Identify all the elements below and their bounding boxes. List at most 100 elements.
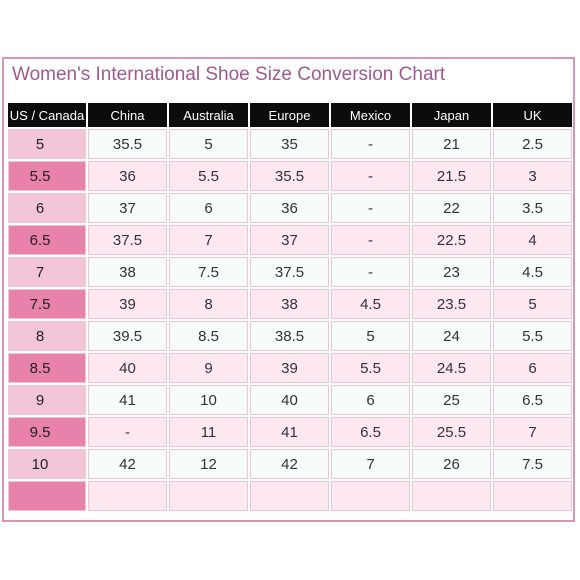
cell-europe: 36 (250, 193, 329, 223)
empty-row (8, 481, 572, 511)
cell-uk: 6.5 (493, 385, 572, 415)
empty-cell (331, 481, 410, 511)
table-row: 9 41 10 40 6 25 6.5 (8, 385, 572, 415)
cell-uk: 2.5 (493, 129, 572, 159)
cell-mexico: - (331, 193, 410, 223)
cell-china: 42 (88, 449, 167, 479)
cell-us-canada: 6.5 (8, 225, 86, 255)
cell-japan: 22.5 (412, 225, 491, 255)
cell-mexico: 5 (331, 321, 410, 351)
cell-australia: 12 (169, 449, 248, 479)
cell-japan: 24 (412, 321, 491, 351)
cell-japan: 23.5 (412, 289, 491, 319)
cell-australia: 7.5 (169, 257, 248, 287)
cell-china: 41 (88, 385, 167, 415)
table-row: 5.5 36 5.5 35.5-21.5 3 (8, 161, 572, 191)
column-header-china: China (88, 103, 167, 127)
cell-china: 37.5 (88, 225, 167, 255)
cell-mexico: 6 (331, 385, 410, 415)
column-header-australia: Australia (169, 103, 248, 127)
cell-europe: 38.5 (250, 321, 329, 351)
empty-cell (493, 481, 572, 511)
table-row: 5 35.5 5 35-21 2.5 (8, 129, 572, 159)
column-header-mexico: Mexico (331, 103, 410, 127)
cell-us-canada: 5 (8, 129, 86, 159)
cell-mexico: 6.5 (331, 417, 410, 447)
cell-china: 40 (88, 353, 167, 383)
cell-australia: 8.5 (169, 321, 248, 351)
cell-mexico: - (331, 257, 410, 287)
empty-cell (88, 481, 167, 511)
cell-japan: 21.5 (412, 161, 491, 191)
cell-japan: 24.5 (412, 353, 491, 383)
empty-cell (8, 481, 86, 511)
cell-us-canada: 7 (8, 257, 86, 287)
cell-mexico: - (331, 225, 410, 255)
cell-europe: 38 (250, 289, 329, 319)
cell-europe: 41 (250, 417, 329, 447)
cell-uk: 5.5 (493, 321, 572, 351)
cell-australia: 5.5 (169, 161, 248, 191)
size-conversion-table: US / Canada China Australia Europe Mexic… (6, 101, 574, 513)
table-row: 8.5 40 9 39 5.5 24.5 6 (8, 353, 572, 383)
cell-china: 36 (88, 161, 167, 191)
cell-mexico: 4.5 (331, 289, 410, 319)
empty-cell (250, 481, 329, 511)
cell-us-canada: 9 (8, 385, 86, 415)
cell-europe: 35 (250, 129, 329, 159)
column-header-us-canada: US / Canada (8, 103, 86, 127)
cell-mexico: - (331, 161, 410, 191)
column-header-uk: UK (493, 103, 572, 127)
cell-uk: 7.5 (493, 449, 572, 479)
cell-australia: 8 (169, 289, 248, 319)
cell-europe: 42 (250, 449, 329, 479)
cell-mexico: 5.5 (331, 353, 410, 383)
cell-mexico: 7 (331, 449, 410, 479)
cell-china: - (88, 417, 167, 447)
cell-uk: 3 (493, 161, 572, 191)
header-row: US / Canada China Australia Europe Mexic… (8, 103, 572, 127)
chart-title: Women's International Shoe Size Conversi… (12, 64, 446, 85)
cell-australia: 5 (169, 129, 248, 159)
cell-us-canada: 8.5 (8, 353, 86, 383)
cell-japan: 25.5 (412, 417, 491, 447)
cell-japan: 21 (412, 129, 491, 159)
cell-mexico: - (331, 129, 410, 159)
column-header-japan: Japan (412, 103, 491, 127)
cell-europe: 37.5 (250, 257, 329, 287)
table-row: 6.5 37.5 7 37-22.5 4 (8, 225, 572, 255)
table-row: 6 37 6 36-22 3.5 (8, 193, 572, 223)
cell-australia: 10 (169, 385, 248, 415)
cell-australia: 7 (169, 225, 248, 255)
empty-cell (412, 481, 491, 511)
cell-china: 37 (88, 193, 167, 223)
cell-china: 39.5 (88, 321, 167, 351)
cell-japan: 23 (412, 257, 491, 287)
cell-us-canada: 8 (8, 321, 86, 351)
cell-uk: 4.5 (493, 257, 572, 287)
cell-europe: 39 (250, 353, 329, 383)
cell-uk: 7 (493, 417, 572, 447)
cell-uk: 6 (493, 353, 572, 383)
cell-us-canada: 10 (8, 449, 86, 479)
table-row: 7 38 7.5 37.5-23 4.5 (8, 257, 572, 287)
table-row: 8 39.5 8.5 38.5 5 24 5.5 (8, 321, 572, 351)
cell-europe: 40 (250, 385, 329, 415)
cell-europe: 35.5 (250, 161, 329, 191)
cell-us-canada: 7.5 (8, 289, 86, 319)
column-header-europe: Europe (250, 103, 329, 127)
cell-australia: 11 (169, 417, 248, 447)
cell-australia: 9 (169, 353, 248, 383)
table-row: 10 42 12 42 7 26 7.5 (8, 449, 572, 479)
cell-japan: 25 (412, 385, 491, 415)
cell-china: 39 (88, 289, 167, 319)
cell-us-canada: 6 (8, 193, 86, 223)
cell-europe: 37 (250, 225, 329, 255)
cell-australia: 6 (169, 193, 248, 223)
empty-cell (169, 481, 248, 511)
cell-china: 35.5 (88, 129, 167, 159)
cell-uk: 4 (493, 225, 572, 255)
cell-china: 38 (88, 257, 167, 287)
cell-japan: 22 (412, 193, 491, 223)
cell-us-canada: 9.5 (8, 417, 86, 447)
